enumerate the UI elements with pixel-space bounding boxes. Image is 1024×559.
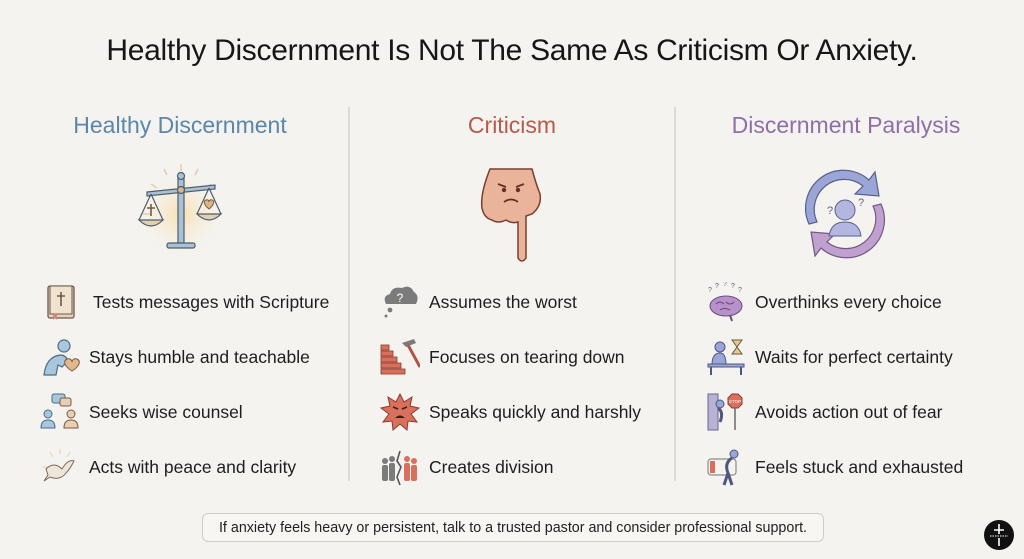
- item-label: Assumes the worst: [429, 291, 577, 312]
- column-divider: [674, 107, 676, 481]
- list-item: Feels stuck and exhausted: [706, 447, 963, 487]
- page-title: Healthy Discernment Is Not The Same As C…: [106, 34, 918, 67]
- balance-scale-icon: [135, 164, 227, 260]
- list-item: Seeks wise counsel: [40, 392, 243, 432]
- item-label: Creates division: [429, 456, 554, 477]
- bible-icon: [47, 285, 75, 320]
- list-item: ? Assumes the worst: [380, 282, 577, 322]
- svg-text:?: ?: [723, 282, 727, 288]
- brain-question-icon: ?????: [708, 282, 743, 322]
- dove-icon: [42, 449, 75, 482]
- list-item: Speaks quickly and harshly: [380, 392, 641, 432]
- humble-person-heart-icon: [43, 339, 80, 376]
- column-heading: Discernment Paralysis: [731, 112, 961, 138]
- list-item: Tests messages with Scripture: [44, 282, 329, 322]
- question-cloud-icon: ?: [384, 286, 418, 318]
- item-label: Seeks wise counsel: [89, 401, 243, 422]
- item-label: Acts with peace and clarity: [89, 456, 297, 477]
- item-label: Overthinks every choice: [755, 291, 942, 312]
- column-heading: Criticism: [467, 112, 557, 138]
- waiting-hourglass-icon: [707, 339, 745, 375]
- list-item: Waits for perfect certainty: [706, 337, 953, 377]
- cross-emblem-icon: [984, 520, 1014, 550]
- list-item: Stays humble and teachable: [40, 337, 310, 377]
- angry-burst-icon: [380, 392, 420, 431]
- footer-note: If anxiety feels heavy or persistent, ta…: [202, 513, 824, 542]
- list-item: ????? Overthinks every choice: [706, 282, 942, 322]
- item-label: Focuses on tearing down: [429, 346, 625, 367]
- column-divider: [348, 107, 350, 481]
- svg-text:?: ?: [715, 283, 719, 290]
- svg-text:?: ?: [858, 197, 864, 209]
- item-label: Stays humble and teachable: [89, 346, 310, 367]
- list-item: STOP Avoids action out of fear: [706, 392, 942, 432]
- list-item: Creates division: [380, 447, 554, 487]
- list-item: Focuses on tearing down: [380, 337, 625, 377]
- list-item: Acts with peace and clarity: [40, 447, 296, 487]
- svg-text:?: ?: [708, 287, 712, 294]
- column-heading: Healthy Discernment: [73, 112, 287, 138]
- svg-text:?: ?: [827, 205, 833, 217]
- stop-sign-icon: STOP: [707, 393, 743, 431]
- item-label: Tests messages with Scripture: [93, 291, 330, 312]
- svg-text:?: ?: [397, 291, 404, 305]
- svg-text:?: ?: [738, 287, 742, 294]
- angry-pointing-hand-icon: [480, 168, 542, 262]
- item-label: Avoids action out of fear: [755, 401, 943, 422]
- svg-text:?: ?: [731, 283, 735, 290]
- svg-text:STOP: STOP: [729, 399, 741, 404]
- counsel-conversation-icon: [40, 393, 79, 429]
- item-label: Feels stuck and exhausted: [755, 456, 964, 477]
- hammer-brick-wall-icon: [380, 339, 420, 375]
- low-battery-icon: [707, 449, 739, 486]
- item-label: Waits for perfect certainty: [755, 346, 953, 367]
- divided-people-icon: [382, 450, 417, 486]
- item-label: Speaks quickly and harshly: [429, 401, 642, 422]
- confused-cycle-icon: ? ?: [805, 169, 885, 259]
